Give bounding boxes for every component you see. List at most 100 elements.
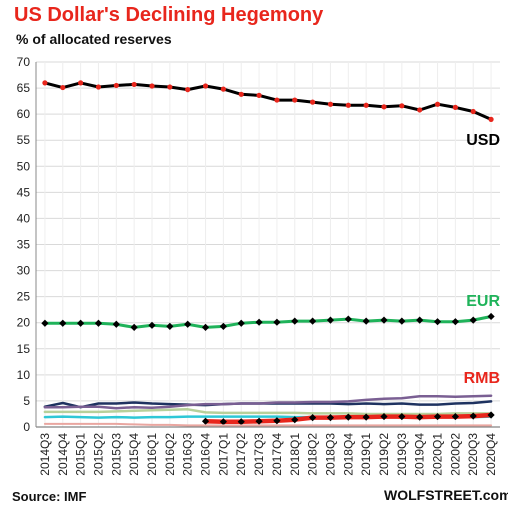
x-tick-label: 2019Q3 <box>395 433 409 476</box>
rmb-point <box>326 414 335 422</box>
rmb-point <box>469 412 477 420</box>
usd-point <box>434 101 441 107</box>
x-tick-label: 2016Q4 <box>199 433 213 476</box>
series-line-eur <box>43 315 493 329</box>
eur-point <box>398 317 406 325</box>
x-tick-label: 2017Q3 <box>252 433 266 476</box>
x-tick-label: 2016Q3 <box>181 433 195 476</box>
eur-point <box>451 318 459 326</box>
x-tick-label: 2018Q2 <box>306 433 320 476</box>
usd-point <box>417 107 423 113</box>
eur-point <box>148 321 156 329</box>
y-tick-label: 45 <box>17 185 31 199</box>
y-tick-label: 60 <box>17 107 31 121</box>
eur-point <box>433 318 442 326</box>
y-tick-label: 70 <box>17 55 31 69</box>
eur-point <box>77 319 85 327</box>
eur-point <box>94 319 103 327</box>
rmb-point <box>201 417 210 425</box>
eur-point <box>166 322 174 330</box>
rmb-point <box>398 412 406 421</box>
grid-layer <box>36 61 500 428</box>
eur-point <box>469 316 477 324</box>
eur-point <box>237 319 245 327</box>
x-tick-label: 2019Q4 <box>413 433 427 476</box>
x-tick-label: 2019Q2 <box>377 433 391 476</box>
chart-title: US Dollar's Declining Hegemony <box>14 4 324 26</box>
rmb-point <box>433 412 442 421</box>
eur-point <box>255 318 263 326</box>
x-tick-label: 2014Q3 <box>38 433 52 476</box>
x-tick-label: 2015Q1 <box>74 433 88 476</box>
series-line-4 <box>43 394 493 410</box>
y-tick-label: 5 <box>23 394 30 408</box>
x-tick-label: 2017Q2 <box>234 433 248 476</box>
usd-point <box>238 91 244 97</box>
eur-point <box>59 319 67 327</box>
rmb-point <box>380 412 388 421</box>
y-tick-label: 15 <box>17 342 31 356</box>
usd-point <box>220 86 226 92</box>
y-tick-label: 35 <box>17 238 31 252</box>
eur-point <box>273 318 281 326</box>
usd-point <box>78 80 84 86</box>
y-tick-label: 30 <box>17 264 31 278</box>
y-tick-label: 55 <box>17 133 31 147</box>
x-tick-label: 2017Q4 <box>270 433 284 476</box>
eur-point <box>201 323 210 332</box>
wolfstreet-credit: WOLFSTREET.com <box>384 487 508 503</box>
usd-point <box>274 97 280 103</box>
eur-point <box>130 323 138 332</box>
usd-point <box>488 116 494 122</box>
x-tick-label: 2019Q1 <box>359 433 373 476</box>
eur-point <box>219 322 227 330</box>
rmb-point <box>255 417 263 425</box>
rmb-point <box>309 414 317 422</box>
eur-point <box>112 320 120 328</box>
rmb-point <box>273 417 281 425</box>
rmb-point <box>237 418 245 426</box>
usd-point <box>60 84 66 91</box>
usd-point <box>256 92 262 98</box>
rmb-point <box>219 418 227 426</box>
axis-layer: 0 5 10 15 20 25 30 35 40 45 50 55 60 65 70 2014Q3 2014Q4… <box>17 55 500 476</box>
rmb-point <box>362 413 370 421</box>
x-tick-label: 2015Q3 <box>109 433 123 476</box>
usd-point <box>95 84 102 90</box>
y-tick-label: 10 <box>17 368 31 382</box>
usd-point <box>113 82 119 89</box>
usd-point <box>185 87 191 93</box>
x-tick-label: 2020Q3 <box>466 433 480 476</box>
y-tick-label: 65 <box>17 81 31 95</box>
source-note: Source: IMF <box>12 489 87 504</box>
y-tick-label: 50 <box>17 159 31 173</box>
usd-point <box>292 97 298 103</box>
usd-point <box>149 83 155 89</box>
x-tick-label: 2015Q2 <box>91 433 105 476</box>
series-label-layer: USD EUR RMB <box>464 132 501 387</box>
series-label-usd: USD <box>466 132 500 149</box>
rmb-point <box>451 412 459 421</box>
series-label-rmb: RMB <box>464 370 500 387</box>
usd-point <box>167 84 173 90</box>
eur-point <box>291 317 299 325</box>
eur-point <box>380 316 388 324</box>
series-label-eur: EUR <box>466 293 500 310</box>
usd-point <box>399 103 405 109</box>
eur-point <box>344 315 352 323</box>
series-line-usd <box>43 81 493 121</box>
usd-point <box>310 99 316 105</box>
rmb-point <box>291 416 299 424</box>
y-tick-label: 25 <box>17 290 31 304</box>
usd-point <box>381 104 387 110</box>
usd-point <box>345 102 351 108</box>
eur-point <box>309 317 317 325</box>
series-layer <box>41 80 495 427</box>
eur-point <box>41 319 49 327</box>
x-tick-label: 2018Q4 <box>341 433 355 476</box>
usd-point <box>131 81 137 88</box>
rmb-point <box>416 413 424 421</box>
x-tick-label: 2015Q4 <box>127 433 141 476</box>
y-tick-label: 0 <box>23 420 30 434</box>
